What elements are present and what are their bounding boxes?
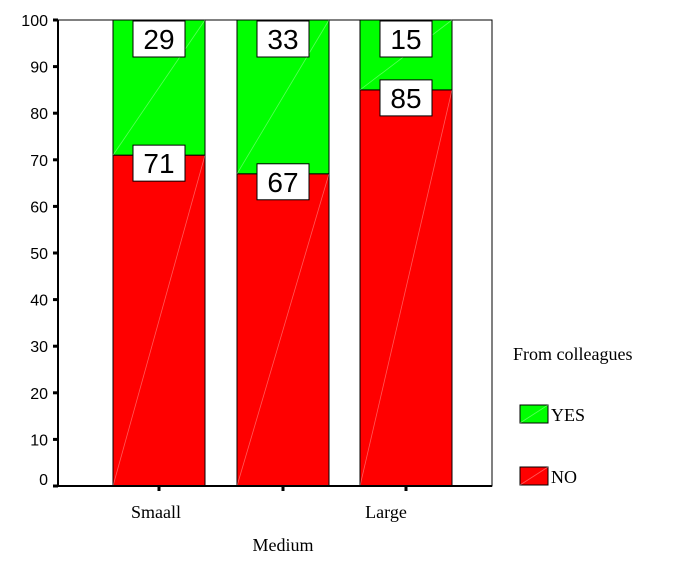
y-tick-label-30: 30 xyxy=(30,339,48,356)
bar-sheen-yes-1 xyxy=(112,19,206,156)
bar-sheen-yes-2 xyxy=(236,19,330,174)
legend-swatch-yes xyxy=(519,404,549,424)
data-label-text: 29 xyxy=(143,24,174,55)
data-label-no-1: 71 xyxy=(132,144,186,182)
legend-label-yes: YES xyxy=(551,405,585,425)
bar-sheen-no-3 xyxy=(359,89,453,487)
data-label-no-3: 85 xyxy=(379,79,433,117)
y-tick-label-70: 70 xyxy=(30,153,48,170)
bar-sheen-no-2 xyxy=(236,173,330,487)
legend-swatch-sheen-no xyxy=(519,466,549,486)
legend: From colleagues YES NO xyxy=(513,344,632,487)
bar-no-3 xyxy=(359,89,453,487)
bar-sheen-no-1 xyxy=(112,155,206,487)
data-label-text: 15 xyxy=(390,24,421,55)
data-label-text: 85 xyxy=(390,83,421,114)
x-axis: Smaall Medium Large xyxy=(53,485,492,555)
legend-label-no: NO xyxy=(551,467,577,487)
data-label-text: 67 xyxy=(267,167,298,198)
data-label-box xyxy=(256,20,310,58)
y-axis: 0 10 20 30 40 50 60 70 80 90 100 xyxy=(21,13,59,489)
x-tick-label-large: Large xyxy=(365,502,407,522)
data-label-text: 71 xyxy=(143,148,174,179)
data-label-text: 33 xyxy=(267,24,298,55)
legend-title: From colleagues xyxy=(513,344,632,364)
data-label-box xyxy=(132,20,186,58)
data-label-yes-2: 33 xyxy=(256,20,310,58)
legend-swatch-no xyxy=(519,466,549,486)
y-tick-label-100: 100 xyxy=(21,13,48,30)
x-tick-label-smaall: Smaall xyxy=(131,502,181,522)
legend-swatch-sheen-yes xyxy=(519,404,549,424)
bar-no-2 xyxy=(236,173,330,487)
y-tick-label-0: 0 xyxy=(39,472,48,489)
y-tick-label-20: 20 xyxy=(30,386,48,403)
data-label-box xyxy=(256,163,310,201)
y-tick-label-50: 50 xyxy=(30,246,48,263)
y-tick-label-10: 10 xyxy=(30,432,48,449)
y-tick-label-90: 90 xyxy=(30,60,48,77)
data-label-box xyxy=(379,79,433,117)
bars-group xyxy=(112,19,453,487)
data-label-no-2: 67 xyxy=(256,163,310,201)
y-tick-label-80: 80 xyxy=(30,106,48,123)
data-labels-group: 71 29 67 33 85 15 xyxy=(132,20,433,201)
data-label-box xyxy=(132,144,186,182)
x-tick-label-medium: Medium xyxy=(253,535,314,555)
y-tick-label-40: 40 xyxy=(30,293,48,310)
data-label-yes-3: 15 xyxy=(379,20,433,58)
y-tick-label-60: 60 xyxy=(30,199,48,216)
bar-no-1 xyxy=(112,154,206,487)
data-label-yes-1: 29 xyxy=(132,20,186,58)
data-label-box xyxy=(379,20,433,58)
